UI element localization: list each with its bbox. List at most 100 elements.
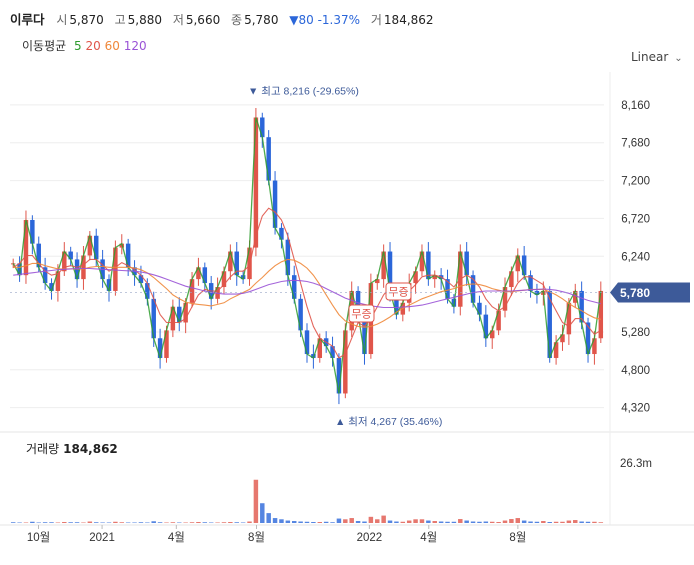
volume-bar [573,520,578,523]
volume-bars [10,479,604,524]
candle-body [298,298,303,331]
volume-bar [381,515,386,523]
volume-bar [477,521,482,523]
volume-bar [483,521,489,523]
volume-bar [464,520,469,523]
volume-bar [215,522,220,524]
volume-bar [228,522,233,523]
open-label: 시 [56,13,68,27]
volume-bar [515,518,521,523]
volume-bar [74,522,80,523]
volume-bar [30,521,35,523]
stock-name: 이루다 [10,12,45,27]
event-badge [385,282,412,301]
volume-bar [62,522,67,523]
volume-bar [298,521,303,523]
candle-body [464,251,469,276]
candle-body [496,310,501,331]
candle-body [228,251,233,272]
volume-bar [579,521,584,523]
scale-dropdown-button[interactable]: Linear ⌄ [631,50,683,64]
volume-bar [119,522,125,523]
candle-body [387,251,393,291]
candle-body [106,279,112,291]
volume-bar [362,521,367,523]
y-tick-label: 8,160 [621,100,650,112]
volume-bar [432,521,437,523]
axes: 8,160 7,680 7,200 6,720 6,240 5,280 4,800 4,320… [27,100,652,544]
candle-body [23,219,29,276]
volume-bar [311,522,316,523]
volume-bar [451,521,457,523]
candle-body [260,117,265,138]
volume-bar [138,522,144,523]
volume-bar [426,520,431,523]
volume-bar [17,522,22,524]
moving-average-legend[interactable]: 이동평균 5 20 60 120 [22,37,147,54]
volume-bar [317,522,323,523]
volume-bar [368,516,374,523]
candle-body [553,342,559,358]
candle-body [515,255,521,272]
volume-bar [285,520,291,523]
volume-bar [413,519,418,523]
candle-body [470,275,476,303]
candle-body [202,267,208,284]
candle-body [560,334,565,343]
high-label: 고 [114,13,126,27]
candle-body [547,290,552,358]
x-tick-label: 2021 [89,532,115,544]
candle-body [579,290,584,323]
volume-bar [438,521,444,523]
volume-bar [100,522,105,524]
candle-body [477,302,482,315]
volume-bar [343,519,348,523]
volume-bar [375,519,380,523]
volume-bar [272,518,278,523]
volume-bar [253,479,259,523]
candle-body [279,227,284,240]
candle-body [509,271,514,288]
y-tick-label: 4,800 [621,365,650,377]
candle-body [413,271,418,284]
low-label: 저 [172,13,184,27]
volume-axis-max-label: 26.3m [620,458,652,470]
volume-bar [406,520,412,523]
candle-body [68,251,73,260]
candle-body [534,290,540,295]
candle-body [566,302,572,335]
volume-bar [419,519,425,523]
volume-bar [445,521,450,523]
volume-bar [400,521,406,523]
volume-bar [23,522,29,524]
high-annotation: ▼ 최고 8,216 (-29.65%) [248,85,359,97]
volume-bar [10,522,16,523]
candle-body [87,235,93,256]
candle-body [336,357,342,394]
volume-bar [279,519,284,523]
close-value: 5,780 [244,13,279,27]
volume-label: 거 [370,13,382,27]
current-price-tag [610,282,690,303]
change-text: ▼80 -1.37% [289,13,361,27]
volume-bar [547,522,552,523]
candle-body [170,306,176,331]
volume-bar [81,522,86,524]
candle-body [234,251,239,276]
ma-120-label: 120 [123,39,147,53]
candle-body [291,275,297,299]
event-badge [348,304,375,323]
volume-bar [330,522,335,523]
candle-body [145,283,150,299]
volume-bar [349,518,354,523]
high-value: 5,880 [127,13,162,27]
candle-body [432,275,437,280]
volume-bar [528,521,533,523]
volume-bar [355,521,361,523]
candle-body [266,137,271,181]
volume-bar [132,522,137,524]
volume-bar [183,522,188,524]
volume-bar [291,521,297,523]
volume-bar [177,522,182,524]
